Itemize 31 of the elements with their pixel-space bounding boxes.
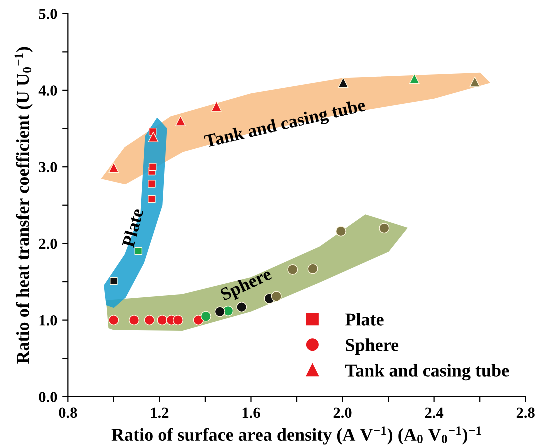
point bbox=[110, 277, 118, 286]
x-tick-label: 2.4 bbox=[425, 408, 444, 418]
point bbox=[148, 180, 156, 188]
point bbox=[148, 132, 159, 142]
point bbox=[108, 162, 120, 174]
annotation: Plate bbox=[122, 208, 144, 248]
legend-label: Plate bbox=[345, 313, 384, 326]
y-tick-label: 4.0 bbox=[38, 86, 58, 96]
legend-label: Sphere bbox=[346, 338, 399, 356]
y-tick-label: 3.0 bbox=[39, 162, 58, 173]
y-tick-label: 2.0 bbox=[39, 238, 58, 250]
x-tick-label: 0.8 bbox=[59, 408, 78, 418]
x-tick-label: 1.2 bbox=[151, 408, 169, 418]
x-tick-label: 1.6 bbox=[242, 408, 260, 418]
x-tick-label: 2.8 bbox=[516, 408, 535, 418]
legend-label: Tank and casing tube bbox=[345, 364, 510, 381]
annotation: Sphere bbox=[220, 267, 274, 304]
point bbox=[470, 76, 480, 88]
annotation: Tank and casing tube bbox=[204, 98, 368, 152]
text: Ratio of surface area density (A V$^{−1}$) (A$_{0}$ V$_{0}$$^{−1}$)$^{−1}$ bbox=[112, 426, 482, 445]
point bbox=[211, 101, 222, 112]
point bbox=[338, 78, 349, 88]
x-tick-label: 2.0 bbox=[334, 408, 352, 418]
point bbox=[175, 116, 186, 126]
point bbox=[148, 163, 157, 171]
point bbox=[409, 74, 420, 84]
y-tick-label: 5.0 bbox=[39, 9, 58, 20]
y-tick-label: 1.0 bbox=[40, 315, 58, 326]
y-axis-title: Ratio of heat transfer coefficient (U U$_{0}$$^{−1}$) bbox=[14, 47, 33, 364]
point bbox=[148, 195, 156, 204]
y-tick-label: 0.0 bbox=[39, 392, 58, 402]
